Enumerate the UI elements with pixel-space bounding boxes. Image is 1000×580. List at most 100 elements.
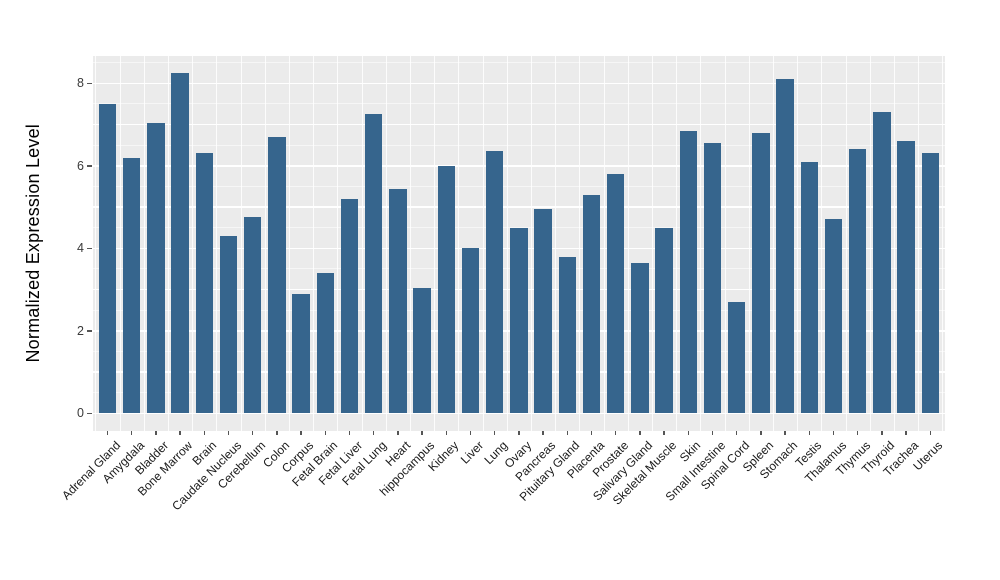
vertical-gridline (168, 56, 169, 431)
x-tick-mark (735, 431, 738, 435)
bar-pituitary-gland (558, 256, 577, 414)
vertical-gridline (119, 56, 121, 431)
vertical-gridline (410, 56, 411, 431)
major-gridline-y7 (93, 123, 945, 126)
major-gridline-y8 (93, 82, 945, 85)
vertical-gridline (603, 56, 605, 431)
bar-small-intestine (703, 143, 722, 414)
bar-pancreas (534, 209, 552, 414)
y-tick-label-8: 8 (77, 76, 84, 91)
x-tick-mark (784, 431, 786, 435)
vertical-gridline (942, 56, 944, 431)
x-tick-mark (372, 431, 375, 435)
vertical-gridline (337, 56, 339, 431)
x-tick-mark (639, 431, 641, 435)
x-tick-mark (324, 431, 327, 435)
vertical-gridline (797, 56, 799, 431)
y-axis-title: Normalized Expression Level (16, 56, 50, 431)
vertical-gridline (555, 56, 557, 431)
x-tick-mark (251, 431, 254, 435)
x-tick-mark (179, 431, 181, 435)
minor-gridline-y7.5 (93, 103, 945, 105)
x-tick-mark (687, 431, 690, 435)
vertical-gridline (676, 56, 678, 431)
bar-brain (195, 153, 214, 414)
x-tick-mark (518, 431, 520, 435)
bar-fetal-lung (364, 114, 383, 414)
y-tick-mark-6 (87, 165, 92, 167)
x-tick-mark (614, 431, 617, 435)
vertical-gridline (289, 56, 290, 431)
bar-spleen (752, 132, 770, 414)
plot-panel (93, 56, 945, 431)
vertical-gridline (748, 56, 750, 431)
vertical-gridline (361, 56, 363, 431)
bar-fetal-brain (316, 273, 335, 414)
x-tick-mark (130, 431, 133, 435)
x-tick-mark (227, 431, 230, 435)
vertical-gridline (216, 56, 218, 431)
bar-spinal-cord (727, 301, 746, 414)
vertical-gridline (434, 56, 436, 431)
minor-gridline-y4.5 (93, 227, 945, 229)
major-gridline-y5 (93, 206, 945, 208)
bar-testis (800, 161, 819, 414)
x-tick-mark (445, 431, 448, 435)
bar-lung (485, 151, 504, 414)
y-tick-label-6: 6 (77, 158, 84, 173)
bar-thalamus (824, 219, 843, 414)
vertical-gridline (240, 56, 242, 431)
bar-corpus (292, 293, 310, 414)
vertical-gridline (724, 56, 726, 431)
vertical-gridline (458, 56, 460, 431)
bar-caudate-nucleus (219, 235, 238, 414)
minor-gridline-y5.5 (93, 185, 945, 187)
y-tick-mark-2 (87, 330, 92, 332)
x-tick-mark (760, 431, 762, 435)
bar-hippocampus (413, 287, 431, 414)
x-tick-mark (493, 431, 496, 435)
vertical-gridline (385, 56, 387, 431)
vertical-gridline (313, 56, 315, 431)
x-tick-mark (542, 431, 544, 435)
y-tick-mark-8 (87, 82, 92, 85)
bar-adrenal-gland (98, 103, 117, 414)
bar-liver (461, 248, 480, 414)
x-tick-mark (881, 431, 883, 435)
x-tick-mark (155, 431, 157, 435)
bar-uterus (921, 153, 940, 414)
x-tick-mark (348, 431, 351, 435)
x-tick-mark (566, 431, 569, 435)
x-tick-mark (856, 431, 859, 435)
x-tick-mark (300, 431, 302, 435)
bar-prostate (606, 174, 625, 414)
y-tick-label-4: 4 (77, 241, 84, 256)
bar-kidney (437, 165, 456, 414)
x-tick-mark (808, 431, 811, 435)
bar-bladder (147, 122, 165, 414)
vertical-gridline (506, 56, 508, 431)
bar-amygdala (122, 157, 141, 414)
bar-thymus (848, 149, 867, 414)
y-tick-mark-0 (87, 412, 92, 415)
bar-ovary (510, 227, 528, 414)
vertical-gridline (143, 56, 145, 431)
y-tick-label-2: 2 (77, 323, 84, 338)
x-tick-mark (421, 431, 423, 435)
x-tick-mark (711, 431, 714, 435)
bar-bone-marrow (171, 73, 189, 414)
vertical-gridline (264, 56, 266, 431)
vertical-gridline (627, 56, 629, 431)
bar-trachea (897, 141, 915, 414)
bar-placenta (582, 194, 601, 414)
bar-salivary-gland (631, 262, 649, 414)
x-tick-mark (276, 431, 278, 435)
vertical-gridline (531, 56, 532, 431)
y-tick-mark-4 (87, 247, 92, 250)
x-tick-mark (905, 431, 907, 435)
vertical-gridline (918, 56, 920, 431)
minor-gridline-y8.5 (93, 62, 945, 64)
x-tick-mark (929, 431, 932, 435)
bar-skin (679, 130, 698, 414)
